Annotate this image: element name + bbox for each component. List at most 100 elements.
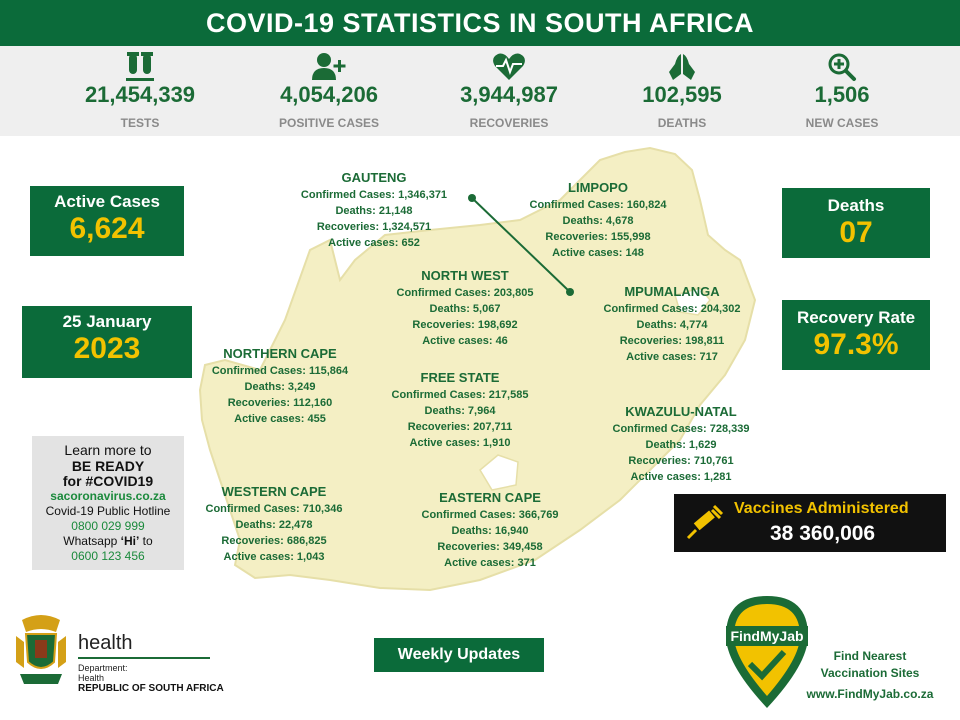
stat-recoveries: 3,944,987 RECOVERIES — [419, 46, 599, 136]
findmyjab-info: Find Nearest Vaccination Sites www.FindM… — [790, 648, 950, 703]
whatsapp-word: ‘Hi’ — [120, 534, 140, 548]
province-active: Active cases: 1,043 — [223, 551, 325, 563]
vaccines-title: Vaccines Administered — [734, 500, 909, 517]
province-deaths: Deaths: 1,629 — [645, 439, 717, 451]
whatsapp-line: Whatsapp ‘Hi’ to — [32, 534, 184, 549]
province-kwazulu-natal: KWAZULU-NATAL Confirmed Cases: 728,339 D… — [598, 404, 764, 485]
findmyjab-logo: FindMyJab — [726, 596, 808, 708]
province-mpumalanga: MPUMALANGA Confirmed Cases: 204,302 Deat… — [590, 284, 754, 365]
province-active: Active cases: 455 — [234, 413, 326, 425]
vaccines-value: 38 360,006 — [770, 522, 876, 545]
whatsapp-pre: Whatsapp — [63, 534, 121, 548]
province-recoveries: Recoveries: 710,761 — [628, 455, 734, 467]
province-deaths: Deaths: 16,940 — [451, 525, 529, 537]
province-deaths: Deaths: 7,964 — [424, 405, 496, 417]
province-recoveries: Recoveries: 112,160 — [227, 397, 333, 409]
province-deaths: Deaths: 3,249 — [244, 381, 316, 393]
province-western-cape: WESTERN CAPE Confirmed Cases: 710,346 De… — [194, 484, 354, 565]
stat-label: POSITIVE CASES — [278, 116, 380, 130]
province-confirmed: Confirmed Cases: 366,769 — [421, 509, 559, 521]
findmyjab-line-1: Find Nearest — [833, 649, 907, 663]
stat-value: 1,506 — [814, 82, 870, 107]
province-recoveries: Recoveries: 198,692 — [412, 319, 518, 331]
stat-value: 4,054,206 — [280, 82, 378, 107]
province-name: NORTHERN CAPE — [223, 346, 337, 361]
province-north-west: NORTH WEST Confirmed Cases: 203,805 Deat… — [380, 268, 550, 349]
stat-deaths: 102,595 DEATHS — [592, 46, 772, 136]
province-active: Active cases: 46 — [422, 335, 508, 347]
recovery-rate-box: Recovery Rate 97.3% — [782, 300, 930, 370]
hotline-number[interactable]: 0800 029 999 — [71, 519, 145, 533]
findmyjab-line-2: Vaccination Sites — [820, 666, 920, 680]
province-name: EASTERN CAPE — [439, 490, 541, 505]
vaccines-box: Vaccines Administered 38 360,006 — [674, 494, 946, 552]
province-limpopo: LIMPOPO Confirmed Cases: 160,824 Deaths:… — [516, 180, 680, 261]
province-recoveries: Recoveries: 686,825 — [221, 535, 327, 547]
stat-new-cases: 1,506 NEW CASES — [752, 46, 932, 136]
province-confirmed: Confirmed Cases: 217,585 — [391, 389, 529, 401]
province-name: NORTH WEST — [421, 268, 509, 283]
stat-value: 21,454,339 — [84, 82, 196, 107]
province-free-state: FREE STATE Confirmed Cases: 217,585 Deat… — [378, 370, 542, 451]
province-active: Active cases: 1,281 — [630, 471, 732, 483]
province-deaths: Deaths: 21,148 — [335, 205, 413, 217]
province-active: Active cases: 652 — [328, 237, 420, 249]
province-recoveries: Recoveries: 1,324,571 — [316, 221, 432, 233]
date-year: 2023 — [73, 332, 141, 365]
province-active: Active cases: 717 — [626, 351, 718, 363]
province-gauteng: GAUTENG Confirmed Cases: 1,346,371 Death… — [284, 170, 464, 251]
province-deaths: Deaths: 22,478 — [235, 519, 313, 531]
province-confirmed: Confirmed Cases: 710,346 — [205, 503, 343, 515]
province-active: Active cases: 371 — [444, 557, 536, 569]
dept-line-2: Health — [78, 673, 105, 683]
page-title: COVID-19 STATISTICS IN SOUTH AFRICA — [0, 0, 960, 46]
province-confirmed: Confirmed Cases: 728,339 — [612, 423, 750, 435]
stat-label: RECOVERIES — [469, 116, 549, 130]
department-of-health: health Department: Health REPUBLIC OF SO… — [78, 632, 224, 695]
learn-line-1: Learn more to — [64, 442, 152, 458]
province-confirmed: Confirmed Cases: 1,346,371 — [300, 189, 448, 201]
findmyjab-url[interactable]: www.FindMyJab.co.za — [806, 687, 934, 701]
weekly-updates-badge: Weekly Updates — [374, 638, 544, 672]
province-deaths: Deaths: 4,774 — [636, 319, 708, 331]
stat-label: DEATHS — [657, 116, 707, 130]
learn-line-3: for #COVID19 — [62, 473, 154, 489]
deaths-title: Deaths — [827, 196, 885, 215]
date-day: 25 January — [62, 312, 152, 331]
stat-positive-cases: 4,054,206 POSITIVE CASES — [239, 46, 419, 136]
province-confirmed: Confirmed Cases: 115,864 — [211, 365, 349, 377]
province-recoveries: Recoveries: 155,998 — [545, 231, 651, 243]
hotline-label: Covid-19 Public Hotline — [45, 504, 171, 518]
province-recoveries: Recoveries: 349,458 — [437, 541, 543, 553]
findmyjab-logo-text: FindMyJab — [730, 628, 803, 644]
province-eastern-cape: EASTERN CAPE Confirmed Cases: 366,769 De… — [408, 490, 572, 571]
whatsapp-post: to — [139, 534, 153, 548]
province-deaths: Deaths: 4,678 — [562, 215, 634, 227]
website-link[interactable]: sacoronavirus.co.za — [50, 489, 166, 503]
stat-value: 102,595 — [642, 82, 722, 107]
province-active: Active cases: 1,910 — [409, 437, 511, 449]
divider — [78, 657, 210, 659]
province-active: Active cases: 148 — [552, 247, 644, 259]
heart-pulse-icon — [419, 46, 599, 82]
stat-label: TESTS — [120, 116, 160, 130]
active-cases-value: 6,624 — [69, 212, 145, 245]
province-name: KWAZULU-NATAL — [625, 404, 737, 419]
learn-more-panel: Learn more to BE READY for #COVID19 saco… — [32, 436, 184, 570]
date-box: 25 January 2023 — [22, 306, 192, 378]
learn-line-2: BE READY — [71, 458, 145, 474]
south-africa-map — [198, 146, 757, 592]
recovery-rate-value: 97.3% — [813, 328, 899, 361]
recovery-rate-title: Recovery Rate — [796, 308, 916, 327]
province-name: MPUMALANGA — [624, 284, 720, 299]
whatsapp-number[interactable]: 0600 123 456 — [71, 549, 145, 563]
praying-hands-icon — [592, 46, 772, 82]
dept-line-3: REPUBLIC OF SOUTH AFRICA — [78, 683, 224, 694]
active-cases-box: Active Cases 6,624 — [30, 186, 184, 256]
active-cases-title: Active Cases — [54, 192, 160, 211]
dept-line-1: Department: — [78, 663, 128, 673]
stat-label: NEW CASES — [805, 116, 879, 130]
province-deaths: Deaths: 5,067 — [429, 303, 501, 315]
province-confirmed: Confirmed Cases: 203,805 — [396, 287, 534, 299]
province-name: WESTERN CAPE — [221, 484, 327, 499]
